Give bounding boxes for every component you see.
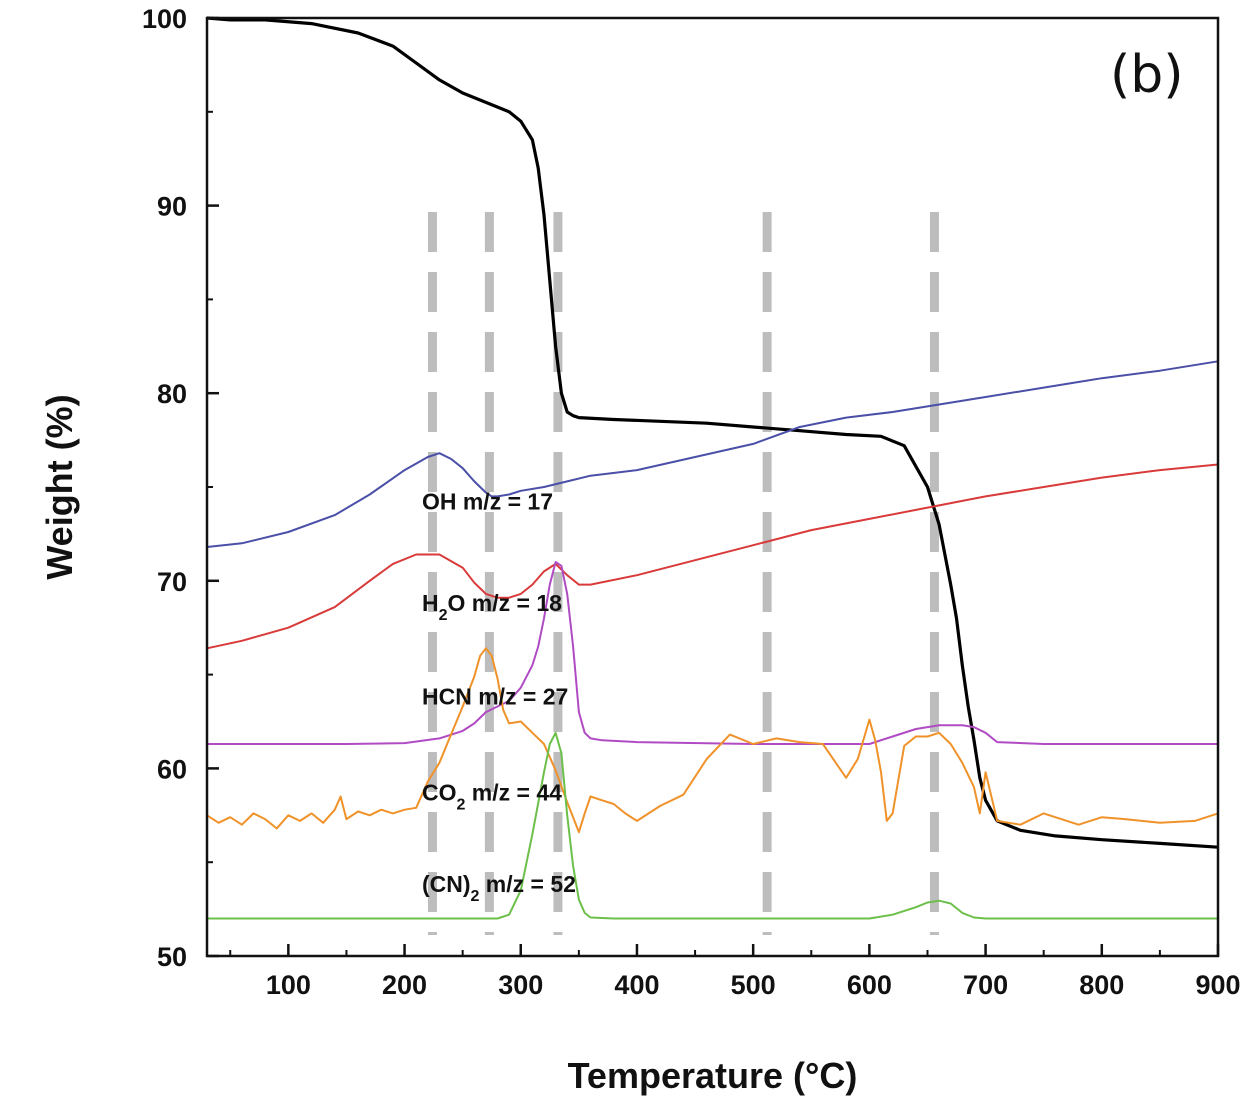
y-tick-label-1: 60 xyxy=(157,754,187,784)
series-label-cn2: (CN)2 m/z = 52 xyxy=(422,871,576,905)
x-tick-label-8: 900 xyxy=(1195,970,1240,1000)
dashed-marker-lines xyxy=(427,212,939,935)
x-tick-label-7: 800 xyxy=(1079,970,1124,1000)
x-tick-label-4: 500 xyxy=(731,970,776,1000)
series-lines xyxy=(206,16,1219,920)
y-tick-label-3: 80 xyxy=(157,379,187,409)
x-axis-title: Temperature (°C) xyxy=(568,1055,858,1096)
y-tick-label-2: 70 xyxy=(157,567,187,597)
series-line-cn2 xyxy=(207,731,1218,920)
series-label-co2: CO2 m/z = 44 xyxy=(422,779,562,813)
panel-label: (b) xyxy=(1110,45,1184,105)
axis-ticks: 100 200 300 400 500 600 700 800 900 50 60 70 80 90 100 xyxy=(142,4,1241,1000)
series-label-h2o: H2O m/z = 18 xyxy=(422,590,562,624)
series-labels: OH m/z = 17 H2O m/z = 18 HCN m/z = 27 CO2 m… xyxy=(422,489,576,905)
x-tick-label-1: 200 xyxy=(382,970,427,1000)
series-line-hcn xyxy=(207,561,1218,745)
x-tick-label-2: 300 xyxy=(498,970,543,1000)
y-tick-label-5: 100 xyxy=(142,4,187,34)
x-tick-label-0: 100 xyxy=(266,970,311,1000)
plot-area-frame xyxy=(205,16,1220,958)
y-tick-label-4: 90 xyxy=(157,192,187,222)
series-line-co2 xyxy=(206,647,1219,834)
series-line-h2o xyxy=(206,463,1219,650)
series-line-oh xyxy=(206,360,1219,548)
series-line-weight xyxy=(206,16,1219,849)
series-label-oh: OH m/z = 17 xyxy=(422,489,553,515)
x-tick-label-3: 400 xyxy=(614,970,659,1000)
y-tick-label-0: 50 xyxy=(157,942,187,972)
x-tick-label-6: 700 xyxy=(963,970,1008,1000)
y-axis-title: Weight (%) xyxy=(39,394,80,579)
x-tick-label-5: 600 xyxy=(847,970,892,1000)
series-label-hcn: HCN m/z = 27 xyxy=(422,684,568,710)
